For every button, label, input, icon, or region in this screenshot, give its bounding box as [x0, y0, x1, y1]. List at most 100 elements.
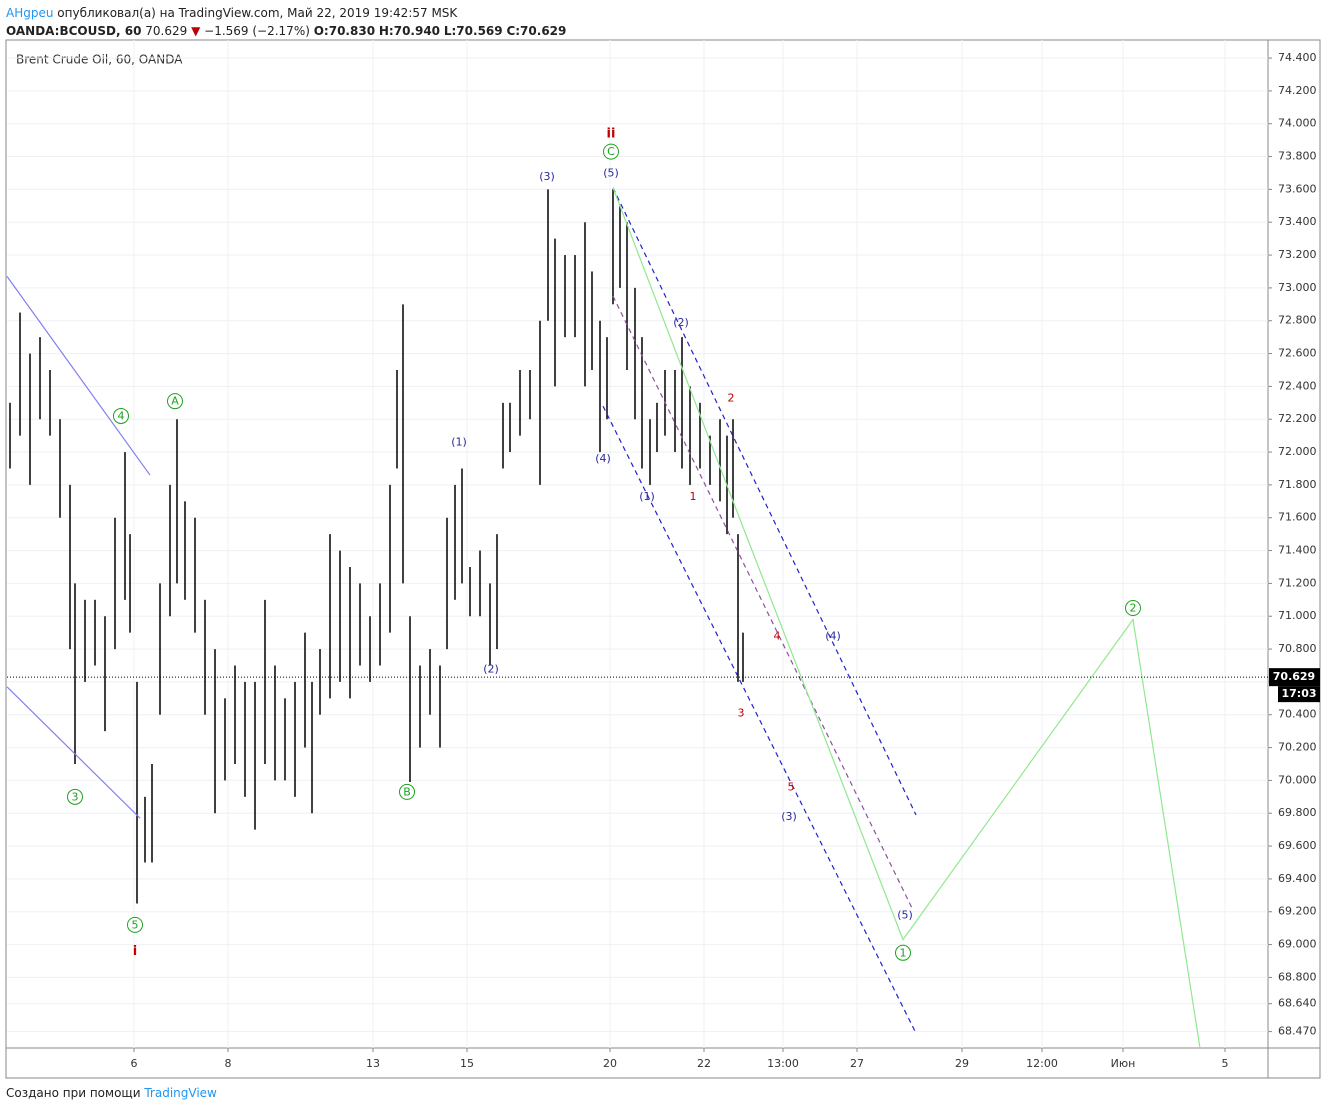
wave-label: (2) — [673, 316, 689, 329]
wave-label: A — [171, 395, 179, 408]
y-tick-label: 73.200 — [1278, 248, 1317, 261]
y-tick-label: 72.800 — [1278, 314, 1317, 327]
y-tick-label: 69.200 — [1278, 905, 1317, 918]
y-tick-label: 70.400 — [1278, 708, 1317, 721]
wave-label: (1) — [451, 436, 467, 449]
y-tick-label: 73.800 — [1278, 150, 1317, 163]
y-tick-label: 70.800 — [1278, 642, 1317, 655]
change: −1.569 (−2.17%) — [204, 24, 310, 38]
wave-label: ii — [607, 127, 616, 142]
y-tick-label: 73.600 — [1278, 182, 1317, 195]
y-tick-label: 69.000 — [1278, 938, 1317, 951]
timer-box — [1278, 686, 1320, 703]
wave-label: (3) — [539, 170, 555, 183]
y-tick-label: 68.640 — [1278, 997, 1317, 1010]
y-tick-label: 70.000 — [1278, 773, 1317, 786]
footer: Создано при помощи TradingView — [6, 1086, 217, 1100]
wave-label: 2 — [728, 391, 735, 404]
wave-label: 3 — [72, 790, 79, 803]
chart-frame — [5, 39, 1321, 1079]
trend-line — [6, 686, 141, 819]
open: O:70.830 — [313, 24, 376, 38]
y-tick-label: 68.470 — [1278, 1025, 1317, 1038]
last-price-label: 70.629 — [1273, 670, 1315, 683]
wave-label: (1) — [639, 490, 655, 503]
timer-label: 17:03 — [1281, 687, 1316, 700]
header: AHgpeu опубликовал(а) на TradingView.com… — [6, 4, 566, 40]
annotation-circle — [895, 944, 911, 961]
trend-line — [612, 187, 1201, 1049]
symbol: OANDA:BCOUSD, 60 — [6, 24, 142, 38]
annotation-circle — [1125, 600, 1141, 617]
low: L:70.569 — [443, 24, 503, 38]
wave-label: 2 — [1130, 602, 1137, 615]
x-tick-label: 5 — [1222, 1057, 1229, 1070]
high: H:70.940 — [378, 24, 441, 38]
chart: Brent Crude Oil, 60, OANDA 68.470 68.640 6… — [5, 39, 1321, 1079]
annotation-circle — [399, 783, 415, 800]
y-tick-label: 69.400 — [1278, 872, 1317, 885]
wave-label: 5 — [788, 780, 795, 793]
y-tick-label: 71.200 — [1278, 576, 1317, 589]
author[interactable]: AHgpeu — [6, 6, 54, 20]
down-arrow: ▼ — [191, 24, 201, 38]
footer-brand[interactable]: TradingView — [144, 1086, 217, 1100]
wave-label: (4) — [825, 629, 841, 642]
y-tick-label: 73.400 — [1278, 215, 1317, 228]
annotation-circle — [113, 407, 129, 424]
x-tick-label: 29 — [955, 1057, 969, 1070]
trend-line — [612, 187, 917, 816]
wave-label: (5) — [603, 166, 619, 179]
wave-label: (5) — [897, 909, 913, 922]
header-line-2: OANDA:BCOUSD, 60 70.629 ▼ −1.569 (−2.17%… — [6, 22, 566, 40]
chart-title: Brent Crude Oil, 60, OANDA — [16, 53, 183, 67]
y-tick-label: 72.600 — [1278, 347, 1317, 360]
y-tick-label: 69.800 — [1278, 806, 1317, 819]
annotation-circle — [167, 393, 183, 410]
x-tick-label: 6 — [131, 1057, 138, 1070]
y-tick-label: 71.800 — [1278, 478, 1317, 491]
price: 70.629 — [145, 24, 188, 38]
wave-label: 1 — [690, 490, 697, 503]
wave-label: 3 — [738, 707, 745, 720]
trend-line — [6, 276, 151, 476]
header-line-1: AHgpeu опубликовал(а) на TradingView.com… — [6, 4, 566, 22]
y-tick-label: 69.600 — [1278, 839, 1317, 852]
x-tick-label: 12:00 — [1026, 1057, 1058, 1070]
trend-line — [612, 295, 914, 911]
y-tick-label: 70.200 — [1278, 741, 1317, 754]
annotation-circle — [603, 143, 619, 160]
y-tick-label: 71.400 — [1278, 544, 1317, 557]
wave-label: 1 — [900, 946, 907, 959]
close: C:70.629 — [506, 24, 567, 38]
x-tick-label: 8 — [225, 1057, 232, 1070]
footer-text: Создано при помощи — [6, 1086, 141, 1100]
wave-label: B — [403, 785, 411, 798]
wave-label: 4 — [774, 629, 781, 642]
wave-label: C — [607, 145, 615, 158]
x-tick-label: Июн — [1111, 1057, 1136, 1070]
wave-label: (2) — [483, 662, 499, 675]
wave-label: 5 — [132, 918, 139, 931]
y-tick-label: 72.000 — [1278, 445, 1317, 458]
x-tick-label: 13 — [366, 1057, 380, 1070]
y-tick-label: 72.200 — [1278, 412, 1317, 425]
wave-label: 4 — [118, 409, 125, 422]
wave-label: i — [133, 944, 137, 959]
y-tick-label: 74.200 — [1278, 84, 1317, 97]
y-tick-label: 68.800 — [1278, 970, 1317, 983]
y-tick-label: 71.600 — [1278, 511, 1317, 524]
published: опубликовал(а) на TradingView.com, Май 2… — [57, 6, 458, 20]
x-tick-label: 22 — [697, 1057, 711, 1070]
wave-label: (3) — [781, 810, 797, 823]
x-tick-label: 20 — [603, 1057, 617, 1070]
x-tick-label: 15 — [460, 1057, 474, 1070]
x-tick-label: 27 — [850, 1057, 864, 1070]
y-tick-label: 74.000 — [1278, 117, 1317, 130]
y-tick-label: 74.400 — [1278, 51, 1317, 64]
annotation-circle — [67, 788, 83, 805]
x-tick-label: 13:00 — [767, 1057, 799, 1070]
y-tick-label: 73.000 — [1278, 281, 1317, 294]
y-tick-label: 71.000 — [1278, 609, 1317, 622]
